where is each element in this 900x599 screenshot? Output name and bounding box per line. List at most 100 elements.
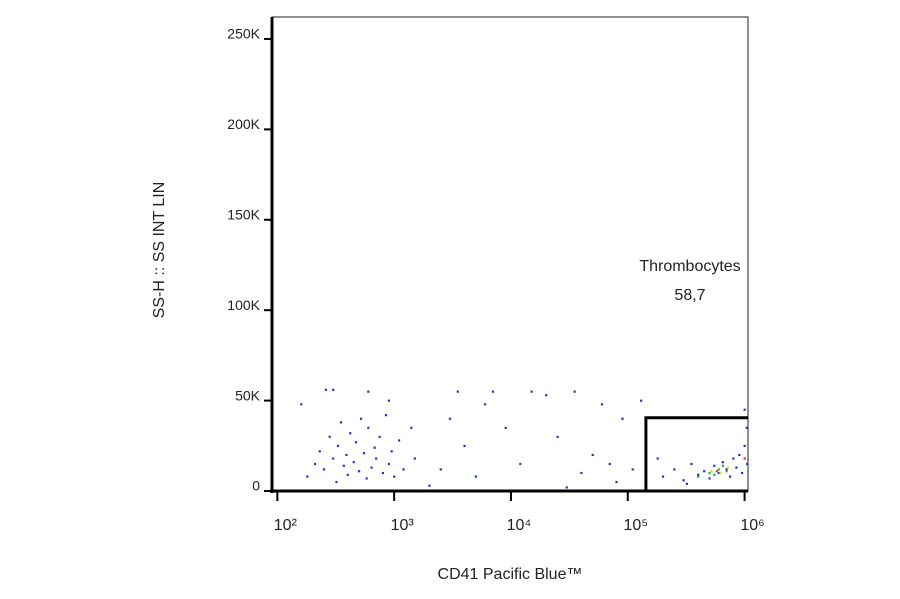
data-point <box>661 475 665 478</box>
data-point <box>324 388 328 391</box>
data-point <box>715 470 719 473</box>
data-point <box>342 464 345 467</box>
data-point <box>504 426 507 429</box>
data-point <box>719 471 722 475</box>
data-point <box>354 441 358 444</box>
data-point <box>740 471 744 475</box>
data-point <box>322 468 326 471</box>
data-point <box>631 468 634 471</box>
data-point <box>367 426 370 429</box>
data-point <box>743 444 746 447</box>
data-point <box>565 486 568 489</box>
data-point <box>735 466 738 469</box>
data-point <box>703 470 706 473</box>
data-point <box>697 475 700 478</box>
x-tick-label: 10² <box>274 517 298 534</box>
data-point <box>717 468 720 471</box>
data-point <box>352 461 355 464</box>
data-point <box>359 417 363 420</box>
data-point <box>346 473 349 476</box>
gate <box>644 416 748 491</box>
data-point <box>580 471 583 475</box>
data-point <box>387 462 391 466</box>
data-point <box>378 435 381 438</box>
data-point <box>339 421 343 424</box>
data-point <box>328 435 331 438</box>
data-point <box>725 470 728 473</box>
data-point <box>708 477 711 480</box>
y-tick-label: 250K <box>227 26 260 42</box>
data-point <box>738 453 741 457</box>
data-point <box>448 417 452 420</box>
data-point <box>717 471 720 475</box>
data-point <box>393 475 396 478</box>
data-point <box>713 464 716 467</box>
plot-frame <box>271 16 749 492</box>
data-point <box>697 473 700 476</box>
data-point <box>474 475 477 478</box>
data-point <box>615 480 618 484</box>
data-point <box>656 457 659 460</box>
data-point <box>362 452 366 455</box>
data-point <box>402 468 405 471</box>
data-point <box>370 466 373 469</box>
data-point <box>336 444 340 447</box>
data-point <box>335 480 338 484</box>
data-point <box>682 479 685 482</box>
data-point <box>428 484 431 487</box>
y-axis-label: SS-H :: SS INT LIN <box>151 182 168 319</box>
data-point <box>530 390 533 393</box>
data-point <box>545 394 548 397</box>
data-point <box>721 464 724 467</box>
data-point <box>708 471 711 475</box>
data-point <box>556 435 559 438</box>
data-point <box>710 470 713 473</box>
data-point <box>728 475 732 478</box>
y-tick-label: 150K <box>227 206 260 222</box>
data-point <box>390 450 393 453</box>
data-point <box>313 462 317 466</box>
data-point <box>745 426 748 429</box>
data-point <box>519 462 522 466</box>
data-point <box>608 462 611 466</box>
data-point <box>397 439 401 442</box>
data-point <box>439 468 442 471</box>
data-point <box>381 471 385 475</box>
data-point <box>673 468 676 471</box>
x-tick-label: 10⁴ <box>507 517 532 534</box>
data-point <box>373 446 376 449</box>
data-point <box>375 457 378 460</box>
data-point <box>345 453 348 457</box>
y-tick-label: 50K <box>235 387 261 403</box>
data-point <box>640 399 643 402</box>
data-point <box>725 468 728 471</box>
data-point <box>357 470 361 473</box>
data-point <box>318 450 321 453</box>
data-point <box>685 482 688 485</box>
data-point <box>690 462 693 466</box>
data-point <box>732 457 735 460</box>
data-point <box>743 408 746 411</box>
data-point <box>484 403 487 406</box>
gate-value: 58,7 <box>674 287 705 304</box>
data-point <box>746 462 749 466</box>
data-point <box>726 466 730 469</box>
y-tick-label: 0 <box>252 478 260 494</box>
data-point <box>367 390 370 393</box>
data-point <box>332 457 335 460</box>
data-point <box>721 461 724 464</box>
x-axis-label: CD41 Pacific Blue™ <box>438 566 583 583</box>
data-point <box>600 403 604 406</box>
data-point <box>413 457 416 460</box>
x-tick-label: 10⁵ <box>624 517 648 534</box>
data-point <box>621 417 624 420</box>
data-point <box>387 399 391 402</box>
data-point <box>591 453 594 457</box>
data-point <box>365 477 368 480</box>
gate-name: Thrombocytes <box>639 258 740 275</box>
data-point <box>491 390 495 393</box>
data-point <box>573 390 576 393</box>
data-point <box>306 475 309 478</box>
